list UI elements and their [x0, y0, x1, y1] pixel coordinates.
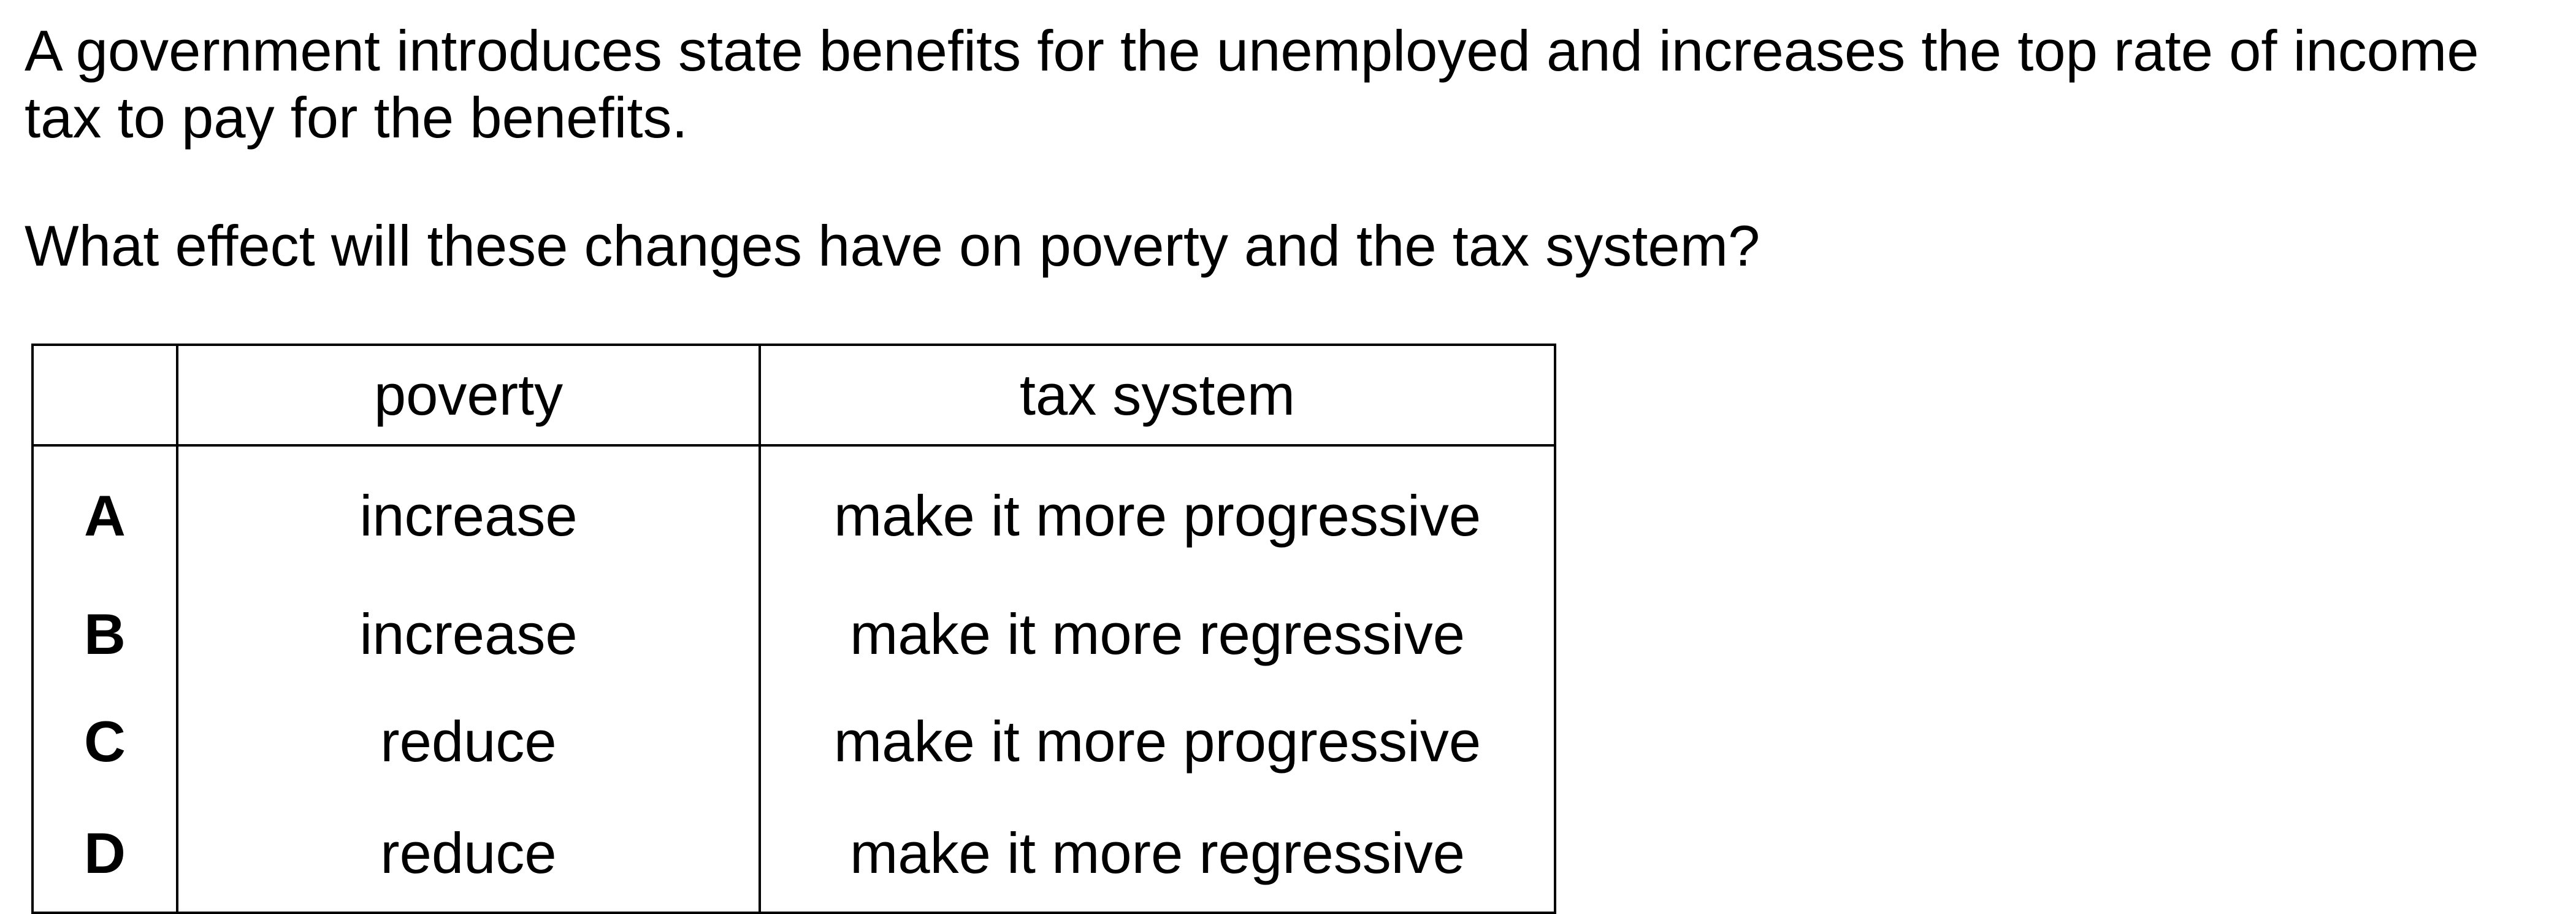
- header-tax-system: tax system: [759, 344, 1556, 447]
- header-letter-cell: [31, 344, 178, 447]
- answer-options-table: poverty tax system A increase make it mo…: [31, 344, 1556, 914]
- option-poverty-value: reduce: [176, 795, 761, 914]
- option-letter: C: [31, 688, 178, 795]
- option-row-b[interactable]: B increase make it more regressive: [31, 580, 1556, 688]
- option-letter: D: [31, 795, 178, 914]
- question-stem-line: tax to pay for the benefits.: [25, 85, 688, 150]
- option-poverty-value: increase: [176, 580, 761, 688]
- option-poverty-value: increase: [176, 445, 761, 580]
- option-tax-system-value: make it more progressive: [759, 445, 1556, 580]
- option-row-c[interactable]: C reduce make it more progressive: [31, 688, 1556, 795]
- option-row-a[interactable]: A increase make it more progressive: [31, 445, 1556, 580]
- option-tax-system-value: make it more regressive: [759, 580, 1556, 688]
- question-stem-line: A government introduces state benefits f…: [25, 18, 2479, 83]
- table-header-row: poverty tax system: [31, 344, 1556, 447]
- header-poverty: poverty: [176, 344, 761, 447]
- question-stem: A government introduces state benefits f…: [25, 17, 2539, 151]
- question-prompt: What effect will these changes have on p…: [25, 213, 1760, 278]
- option-poverty-value: reduce: [176, 688, 761, 795]
- option-tax-system-value: make it more regressive: [759, 795, 1556, 914]
- option-letter: A: [31, 445, 178, 580]
- option-letter: B: [31, 580, 178, 688]
- option-row-d[interactable]: D reduce make it more regressive: [31, 795, 1556, 914]
- option-tax-system-value: make it more progressive: [759, 688, 1556, 795]
- question-stem-text: A government introduces state benefits f…: [25, 17, 2539, 151]
